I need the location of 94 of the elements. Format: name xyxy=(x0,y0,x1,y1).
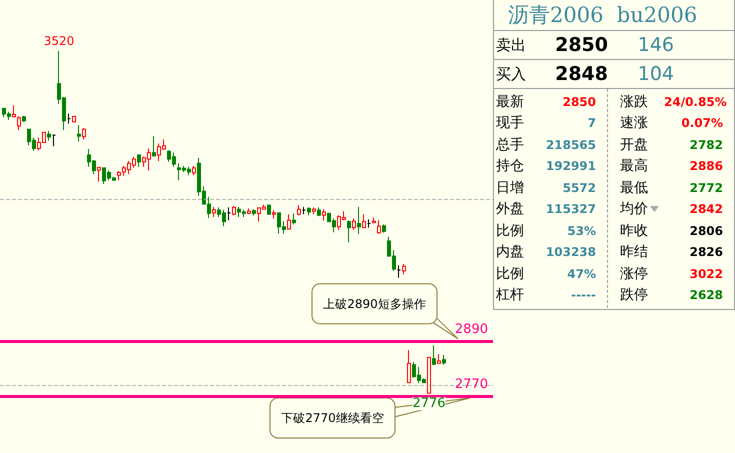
annotation: 下破2770继续看空 xyxy=(281,411,384,425)
candlestick xyxy=(22,115,26,122)
ref-line-label: 2770 xyxy=(454,377,488,392)
text: 2806 xyxy=(688,224,723,238)
candlestick xyxy=(357,206,361,235)
candlestick xyxy=(322,208,326,222)
candlestick xyxy=(372,217,376,224)
text: 2850 xyxy=(554,34,608,56)
candlestick xyxy=(227,206,231,221)
candlestick xyxy=(377,220,381,234)
candlestick xyxy=(437,354,441,364)
candlestick xyxy=(302,206,306,215)
text: 跌停 xyxy=(620,286,649,304)
text: 昨结 xyxy=(620,243,649,262)
candlestick xyxy=(247,208,251,215)
text: 5572 xyxy=(562,180,596,195)
text: 146 xyxy=(636,34,674,56)
text: 最新 xyxy=(495,92,525,111)
text: 开盘 xyxy=(620,136,649,154)
text: 115327 xyxy=(544,202,596,216)
text: 卖出 xyxy=(495,36,527,54)
candlestick xyxy=(397,264,401,278)
candlestick xyxy=(317,206,321,217)
text: 218565 xyxy=(544,138,596,152)
candlestick xyxy=(212,206,216,218)
candlestick xyxy=(252,208,256,216)
candlestick xyxy=(297,204,301,216)
text: 2782 xyxy=(688,138,723,152)
text: 2886 xyxy=(688,159,723,174)
text: 现手 xyxy=(495,114,525,132)
candlestick xyxy=(382,224,386,234)
candlestick xyxy=(427,356,431,394)
text: 104 xyxy=(636,63,674,85)
candlestick xyxy=(192,166,196,176)
candlestick xyxy=(442,354,446,366)
text: 47% xyxy=(566,266,596,281)
candlestick xyxy=(292,212,296,225)
candlestick xyxy=(72,115,76,122)
text: 涨跌 xyxy=(620,92,649,111)
text: 内盘 xyxy=(495,243,525,262)
text: 比例 xyxy=(495,222,525,240)
text: 昨收 xyxy=(620,222,649,240)
text: 均价 xyxy=(620,200,649,218)
text: 总手 xyxy=(495,136,525,154)
text: 0.07% xyxy=(680,116,723,130)
candlestick xyxy=(47,130,51,142)
text: 2628 xyxy=(688,288,723,302)
text: 速涨 xyxy=(620,114,649,132)
candlestick xyxy=(352,218,356,230)
annotation: 3520 xyxy=(44,34,74,48)
ref-line-label: 2890 xyxy=(454,322,488,337)
text: 外盘 xyxy=(495,200,525,218)
text: 最低 xyxy=(620,178,649,197)
text: 2850 xyxy=(562,94,596,109)
candlestick xyxy=(367,218,371,228)
candlestick xyxy=(67,113,71,124)
text: 2772 xyxy=(688,180,723,195)
candlestick xyxy=(77,124,81,142)
candlestick xyxy=(287,214,291,230)
candlestick xyxy=(432,344,436,366)
candlestick xyxy=(402,263,406,276)
text: 日增 xyxy=(495,178,525,197)
candlestick xyxy=(272,210,276,219)
candlestick xyxy=(267,204,271,215)
text: 持仓 xyxy=(495,157,525,176)
annotation: 2776 xyxy=(412,396,446,412)
text: 杠杆 xyxy=(495,286,525,304)
text: 2848 xyxy=(554,63,608,85)
candlestick xyxy=(82,128,86,140)
candlestick xyxy=(347,220,351,243)
text: 7 xyxy=(586,116,596,130)
candlestick xyxy=(362,214,366,228)
text: 192991 xyxy=(544,159,596,174)
candlestick xyxy=(312,206,316,215)
text: ----- xyxy=(570,288,596,302)
annotation: 上破2890短多操作 xyxy=(323,296,426,311)
candlestick xyxy=(407,350,411,384)
text: 最高 xyxy=(620,157,649,176)
text: 2826 xyxy=(688,245,723,260)
text: 买入 xyxy=(495,64,527,84)
text: 103238 xyxy=(544,245,596,260)
candlestick xyxy=(137,154,141,168)
text: 53% xyxy=(566,224,596,238)
text: 3022 xyxy=(688,266,723,281)
text: 沥青2006 bu2006 xyxy=(494,0,734,31)
text: 24/0.85% xyxy=(664,94,727,109)
candlestick xyxy=(97,166,101,182)
text: 比例 xyxy=(495,264,525,283)
candlestick xyxy=(232,206,236,216)
candlestick xyxy=(307,206,311,216)
text: 涨停 xyxy=(620,264,649,283)
text: 2842 xyxy=(688,202,723,216)
candlestick xyxy=(152,136,156,156)
candlestick xyxy=(52,134,56,147)
